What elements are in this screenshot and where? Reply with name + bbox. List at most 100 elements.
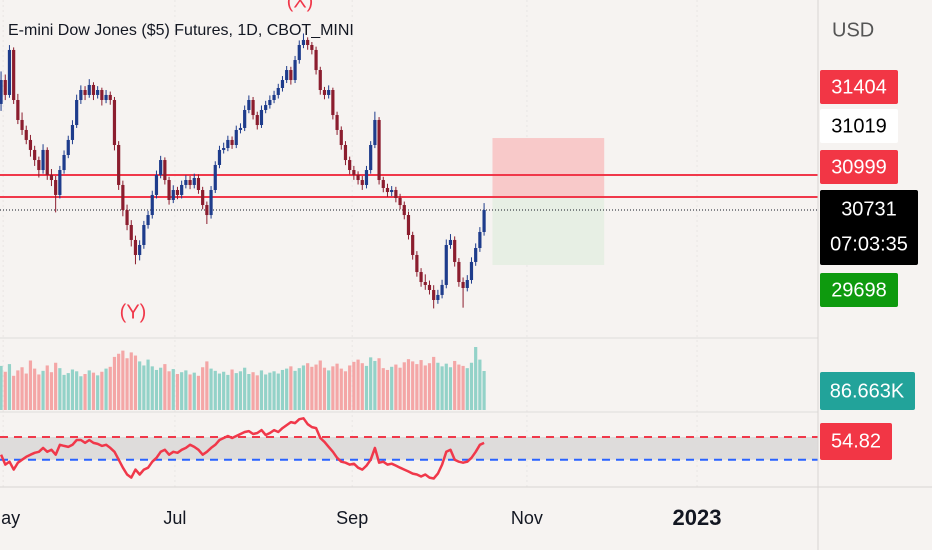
volume-bar — [406, 359, 411, 410]
volume-bar — [24, 373, 28, 410]
price-tag — [820, 70, 898, 104]
candle-body — [230, 139, 234, 145]
volume-bar — [16, 370, 20, 410]
volume-bar — [469, 362, 474, 410]
volume-bar — [79, 376, 83, 410]
price-tag — [820, 273, 898, 307]
candle-body — [54, 180, 58, 195]
candle-body — [49, 174, 54, 181]
candle-body — [402, 205, 406, 216]
volume-bar — [440, 366, 444, 410]
volume-bar — [45, 365, 49, 410]
volume-bar — [112, 356, 117, 410]
candle-body — [83, 90, 87, 95]
candle-body — [121, 184, 125, 210]
candle-body — [364, 170, 369, 185]
candle-body — [453, 239, 457, 262]
price-tag-label: 31019 — [831, 115, 887, 137]
candle-body — [394, 190, 398, 198]
volume-bar — [306, 363, 310, 410]
candle-body — [335, 115, 339, 130]
volume-bar — [146, 359, 150, 410]
candle-body — [24, 129, 28, 140]
volume-bar — [175, 374, 180, 410]
candle-body — [318, 70, 322, 91]
candle-body — [411, 235, 415, 255]
volume-bar — [264, 374, 268, 410]
price-tag-label: 31404 — [831, 76, 887, 98]
currency-label: USD — [832, 19, 874, 41]
volume-bar — [230, 369, 234, 410]
volume-bar — [255, 375, 259, 410]
volume-bar — [373, 360, 377, 410]
candle-body — [87, 84, 91, 95]
candle-body — [377, 119, 381, 181]
volume-bar — [448, 367, 453, 410]
candle-body — [138, 244, 142, 255]
volume-bar — [247, 374, 251, 410]
candle-body — [360, 180, 364, 185]
volume-bar — [184, 370, 188, 410]
chart-title: E-mini Dow Jones ($5) Futures, 1D, CBOT_… — [8, 22, 354, 39]
candle-body — [226, 139, 230, 149]
volume-bar — [121, 350, 125, 410]
candle-body — [58, 170, 62, 195]
candle-body — [91, 84, 96, 95]
volume-bar — [377, 358, 381, 410]
volume-bar — [318, 360, 322, 410]
volume-bar — [259, 370, 264, 410]
candle-body — [478, 231, 482, 249]
candle-body — [251, 99, 255, 116]
volume-bar — [272, 371, 276, 410]
volume-bar — [54, 362, 58, 410]
volume-bar — [427, 363, 432, 410]
volume-bar — [66, 373, 70, 410]
candle-body — [436, 294, 440, 300]
volume-bar — [310, 366, 314, 410]
candle-body — [285, 70, 289, 81]
price-tag-label: 29698 — [831, 279, 887, 301]
volume-bar — [75, 371, 79, 410]
volume-bar — [352, 361, 356, 410]
x-tick-label: Sep — [336, 508, 368, 528]
candle-body — [457, 261, 461, 283]
candle-body — [461, 282, 465, 288]
volume-bar — [289, 366, 293, 410]
candle-body — [41, 149, 45, 171]
volume-bar — [297, 368, 301, 410]
candle-body — [432, 289, 436, 300]
volume-bar — [465, 368, 469, 410]
candle-body — [272, 94, 276, 100]
volume-bar — [41, 370, 45, 410]
candle-body — [348, 160, 352, 171]
candle-body — [419, 272, 423, 283]
candle-body — [406, 215, 411, 236]
candle-body — [205, 205, 209, 216]
volume-bar — [12, 375, 16, 410]
candle-body — [247, 99, 251, 110]
volume-bar — [331, 366, 335, 410]
volume-bar — [285, 368, 289, 410]
candle-body — [259, 109, 264, 126]
candle-body — [20, 119, 24, 130]
annotation: (Y) — [120, 301, 147, 323]
candle-body — [234, 129, 238, 145]
candle-body — [45, 149, 49, 175]
candle-body — [192, 177, 196, 185]
candle-body — [16, 99, 20, 120]
volume-bar — [167, 371, 171, 410]
last-price-tag — [820, 190, 918, 265]
volume-tag-label: 86.663K — [830, 380, 905, 402]
volume-bar — [335, 363, 339, 410]
volume-bar — [243, 367, 247, 410]
candle-body — [146, 215, 150, 226]
candle-body — [469, 261, 474, 281]
volume-bar — [33, 368, 37, 410]
volume-bar — [322, 367, 327, 410]
volume-bar — [461, 365, 465, 410]
candle-body — [62, 154, 66, 171]
candle-body — [201, 190, 205, 206]
volume-bar — [58, 368, 62, 410]
candle-body — [381, 180, 385, 188]
